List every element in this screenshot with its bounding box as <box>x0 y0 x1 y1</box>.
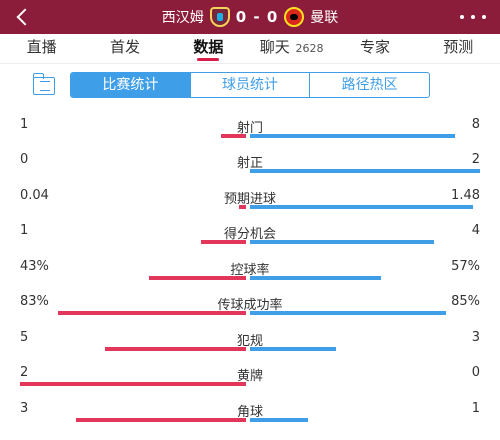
stat-label: 传球成功率 <box>217 298 283 313</box>
away-bar-track <box>250 169 480 173</box>
home-stat-value: 0.04 <box>20 188 49 203</box>
home-bar-track <box>20 347 246 351</box>
away-bar-track <box>250 205 480 209</box>
home-stat-bar <box>149 276 246 280</box>
home-stat-value: 1 <box>20 223 29 238</box>
home-bar-track <box>20 311 246 315</box>
away-stat-bar <box>250 418 308 422</box>
tab-live[interactable]: 直播 <box>0 34 83 63</box>
match-scoreline: 西汉姆 0 - 0 曼联 <box>0 0 500 34</box>
home-stat-value: 0 <box>20 152 29 167</box>
away-bar-track <box>250 418 480 422</box>
stat-row: 0.04 预期进球 1.48 <box>0 188 500 224</box>
home-stat-value: 5 <box>20 330 29 345</box>
home-team-crest-icon <box>209 7 230 27</box>
home-stat-bar <box>201 240 246 244</box>
stat-row: 1 得分机会 4 <box>0 223 500 259</box>
home-bar-track <box>20 418 246 422</box>
home-bar-track <box>20 134 246 138</box>
away-stat-value: 1.48 <box>451 188 480 203</box>
home-stat-value: 2 <box>20 365 29 380</box>
away-stat-value: 2 <box>471 152 480 167</box>
home-bar-track <box>20 169 246 173</box>
stat-row: 43% 控球率 57% <box>0 259 500 295</box>
segment-match-stats[interactable]: 比赛统计 <box>71 73 190 97</box>
tab-label: 数据 <box>193 38 224 56</box>
home-stat-bar <box>105 347 246 351</box>
stats-segmented-control: 比赛统计 球员统计 路径热区 <box>70 72 430 98</box>
home-stat-bar <box>239 205 246 209</box>
home-bar-track <box>20 240 246 244</box>
home-bar-track <box>20 382 246 386</box>
away-team-crest-icon <box>284 7 305 27</box>
stat-label: 控球率 <box>230 263 270 278</box>
home-team-name: 西汉姆 <box>161 10 204 26</box>
away-bar-track <box>250 240 480 244</box>
share-icon[interactable] <box>33 73 55 95</box>
home-stat-bar <box>76 418 246 422</box>
segment-heatmap[interactable]: 路径热区 <box>309 73 429 97</box>
tab-label: 聊天 <box>259 38 290 56</box>
away-stat-value: 4 <box>471 223 480 238</box>
home-bar-track <box>20 276 246 280</box>
stat-row: 3 角球 1 <box>0 401 500 437</box>
away-bar-track <box>250 134 480 138</box>
tab-data[interactable]: 数据 <box>167 34 250 63</box>
home-stat-value: 83% <box>20 294 49 309</box>
home-stat-bar <box>221 134 246 138</box>
stat-label: 预期进球 <box>223 192 276 207</box>
away-stat-value: 0 <box>471 365 480 380</box>
tab-label: 首发 <box>109 38 140 56</box>
away-stat-bar <box>250 347 336 351</box>
away-stat-bar <box>250 276 381 280</box>
home-stat-bar <box>58 311 246 315</box>
away-bar-track <box>250 311 480 315</box>
away-team-name: 曼联 <box>310 10 339 26</box>
stat-label: 黄牌 <box>236 369 263 384</box>
stat-row: 0 射正 2 <box>0 152 500 188</box>
match-header: 西汉姆 0 - 0 曼联 <box>0 0 500 34</box>
tab-label: 直播 <box>26 38 57 56</box>
home-stat-value: 1 <box>20 117 29 132</box>
chat-count-badge: 2628 <box>295 42 324 55</box>
tab-label: 专家 <box>359 38 390 56</box>
away-stat-value: 3 <box>471 330 480 345</box>
away-stat-bar <box>250 205 473 209</box>
main-tabs: 直播 首发 数据 聊天 2628 专家 预测 <box>0 34 500 64</box>
tab-label: 预测 <box>443 38 474 56</box>
stat-row: 1 射门 8 <box>0 117 500 153</box>
tab-expert[interactable]: 专家 <box>333 34 416 63</box>
stat-row: 5 犯规 3 <box>0 330 500 366</box>
tab-prediction[interactable]: 预测 <box>417 34 500 63</box>
away-stat-bar <box>250 240 434 244</box>
more-options-icon[interactable] <box>460 8 486 26</box>
home-stat-value: 43% <box>20 259 49 274</box>
away-stat-bar <box>250 311 446 315</box>
stat-row: 2 黄牌 0 <box>0 365 500 401</box>
match-score: 0 - 0 <box>235 8 279 26</box>
stat-label: 角球 <box>236 405 263 420</box>
away-bar-track <box>250 276 480 280</box>
stat-label: 得分机会 <box>223 227 276 242</box>
away-stat-bar <box>250 169 480 173</box>
away-stat-value: 1 <box>471 401 480 416</box>
tab-chat[interactable]: 聊天 2628 <box>250 34 333 63</box>
home-bar-track <box>20 205 246 209</box>
away-bar-track <box>250 347 480 351</box>
tab-lineup[interactable]: 首发 <box>83 34 166 63</box>
away-stat-value: 85% <box>451 294 480 309</box>
segment-player-stats[interactable]: 球员统计 <box>189 73 310 97</box>
stats-toolbar: 比赛统计 球员统计 路径热区 <box>0 66 500 106</box>
away-stat-value: 57% <box>451 259 480 274</box>
home-stat-value: 3 <box>20 401 29 416</box>
stat-label: 射门 <box>236 121 263 136</box>
stat-row: 83% 传球成功率 85% <box>0 294 500 330</box>
home-stat-bar <box>20 382 246 386</box>
stat-label: 射正 <box>236 156 263 171</box>
away-stat-bar <box>250 134 455 138</box>
away-bar-track <box>250 382 480 386</box>
away-stat-value: 8 <box>471 117 480 132</box>
stat-label: 犯规 <box>236 334 263 349</box>
